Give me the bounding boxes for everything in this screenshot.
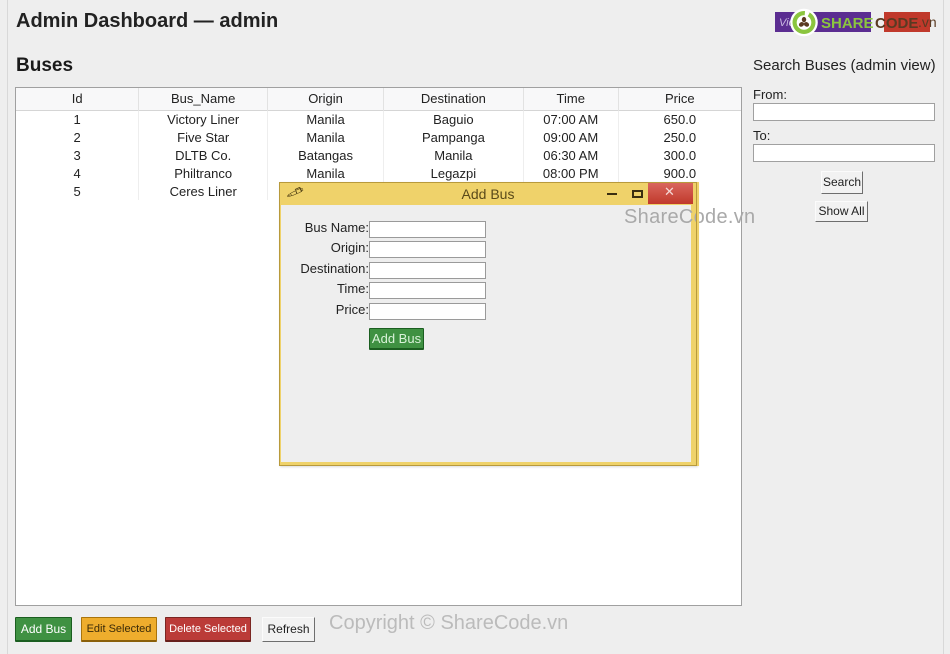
svg-text:CODE: CODE	[875, 15, 918, 32]
svg-text:SHARE: SHARE	[821, 15, 874, 32]
svg-text:.vn: .vn	[918, 14, 937, 30]
svg-text:Victory: Victory	[779, 17, 814, 29]
